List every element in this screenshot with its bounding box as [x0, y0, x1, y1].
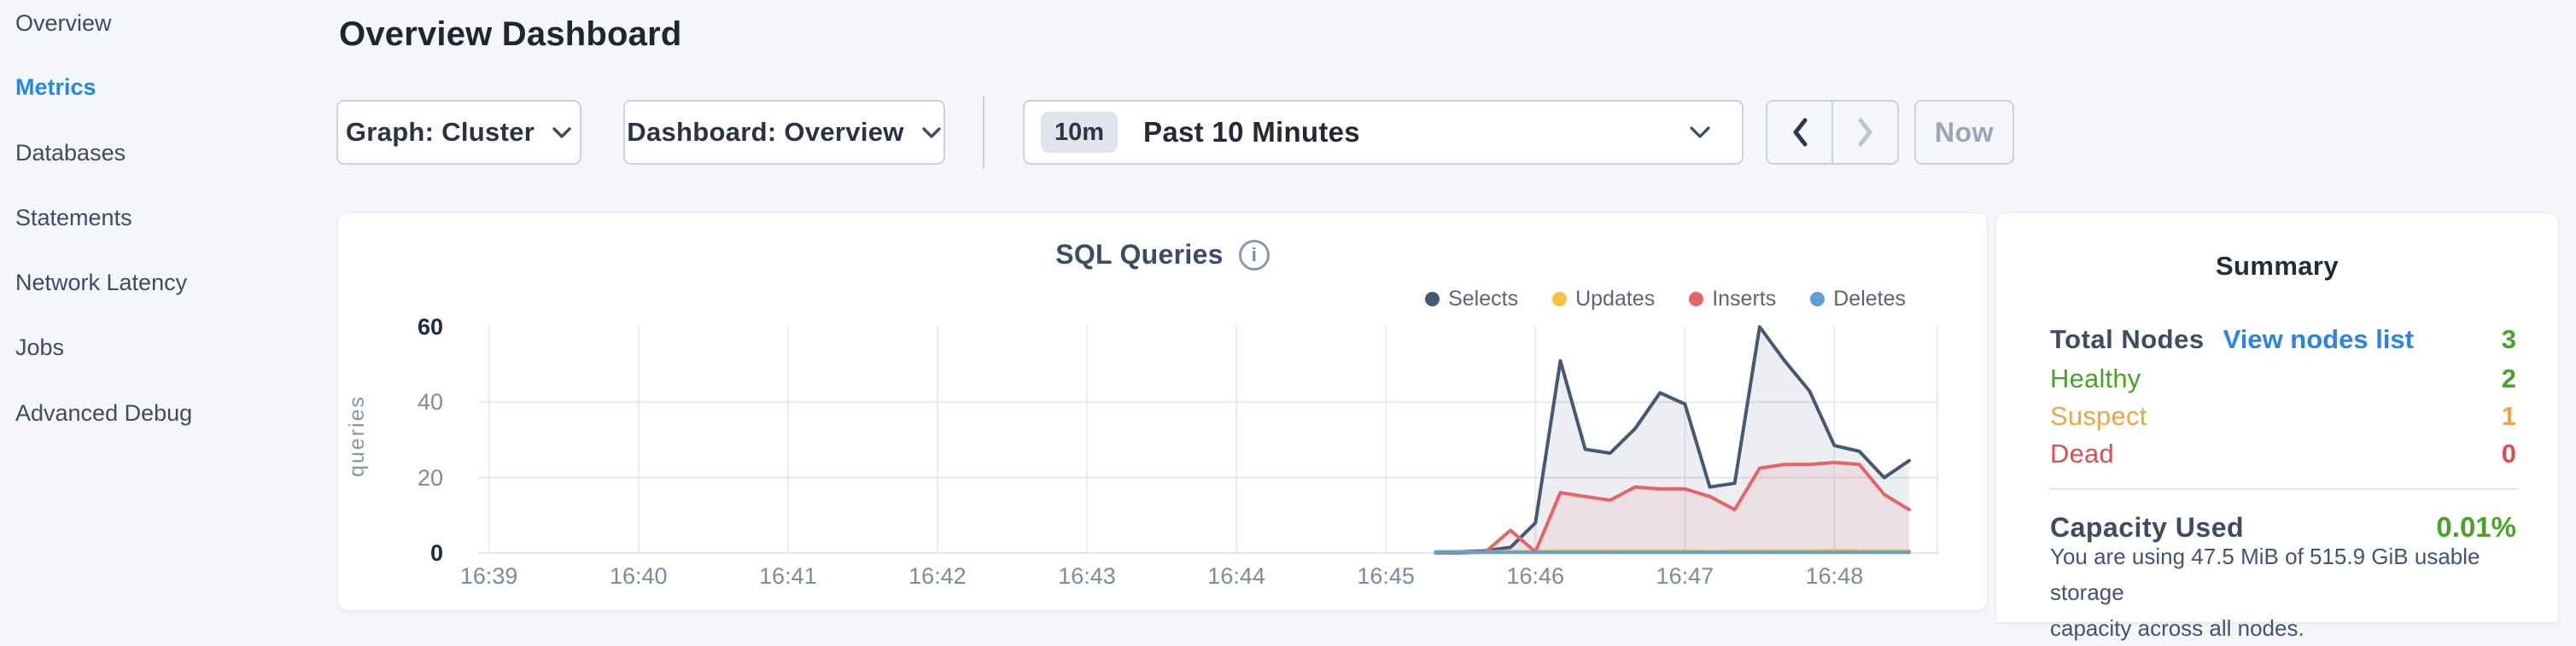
chevron-down-icon: [1690, 126, 1710, 138]
view-nodes-list-link[interactable]: View nodes list: [2223, 324, 2414, 354]
y-tick-label: 0: [429, 540, 443, 566]
time-nav-group: [1766, 100, 1899, 165]
sidebar-item-advanced-debug[interactable]: Advanced Debug: [15, 400, 193, 426]
capacity-used-label: Capacity Used: [2050, 512, 2245, 543]
legend-dot-icon: [1810, 292, 1825, 306]
y-tick-label: 60: [417, 314, 443, 340]
sql-queries-chart-card: SQL Queries i Selects Updates Inserts Delet…: [337, 212, 1988, 611]
info-icon[interactable]: i: [1238, 239, 1270, 271]
chevron-right-icon: [1858, 118, 1872, 147]
x-tick-label: 16:48: [1805, 563, 1864, 589]
x-tick-label: 16:45: [1357, 563, 1415, 589]
controls-divider: [983, 96, 984, 169]
capacity-used-row: Capacity Used 0.01%: [2050, 510, 2516, 544]
now-button[interactable]: Now: [1914, 100, 2014, 165]
x-tick-label: 16:39: [459, 563, 518, 589]
chevron-left-icon: [1793, 118, 1807, 147]
healthy-value: 2: [2501, 364, 2516, 393]
healthy-label: Healthy: [2050, 364, 2141, 393]
chevron-down-icon: [922, 126, 941, 138]
legend-dot-icon: [1552, 292, 1568, 306]
y-tick-label: 20: [417, 464, 443, 491]
legend-label: Deletes: [1833, 287, 1906, 311]
summary-divider: [2048, 488, 2518, 490]
summary-row-dead: Dead 0: [2050, 439, 2516, 469]
chart-plot-area[interactable]: [479, 321, 1939, 556]
chevron-down-icon: [552, 126, 571, 138]
y-tick-label: 40: [417, 389, 443, 416]
suspect-label: Suspect: [2050, 401, 2147, 431]
dashboard-dropdown[interactable]: Dashboard: Overview: [623, 100, 945, 165]
summary-panel: Summary Total Nodes View nodes list 3 Hea…: [1995, 212, 2559, 641]
summary-row-total-nodes: Total Nodes View nodes list 3: [2050, 324, 2516, 355]
time-range-dropdown[interactable]: 10m Past 10 Minutes: [1023, 100, 1744, 165]
capacity-used-value: 0.01%: [2436, 511, 2516, 543]
page-title: Overview Dashboard: [339, 15, 682, 53]
time-range-badge: 10m: [1041, 112, 1119, 153]
capacity-description: You are using 47.5 MiB of 515.9 GiB usab…: [2050, 544, 2480, 641]
x-tick-label: 16:43: [1058, 563, 1116, 589]
summary-title: Summary: [2215, 251, 2339, 281]
time-range-label: Past 10 Minutes: [1143, 116, 1360, 148]
suspect-value: 1: [2501, 401, 2516, 431]
dead-label: Dead: [2050, 439, 2114, 468]
x-tick-label: 16:46: [1506, 563, 1565, 589]
legend-label: Selects: [1448, 287, 1519, 311]
y-axis-title: queries: [345, 395, 369, 477]
x-tick-label: 16:44: [1207, 563, 1265, 589]
legend-item-updates[interactable]: Updates: [1552, 287, 1655, 311]
controls-bar: Graph: Cluster Dashboard: Overview 10m P…: [0, 96, 2576, 169]
legend-label: Updates: [1575, 287, 1656, 311]
time-forward-button[interactable]: [1833, 102, 1897, 163]
legend-item-inserts[interactable]: Inserts: [1689, 287, 1776, 311]
legend-label: Inserts: [1712, 287, 1777, 311]
summary-row-suspect: Suspect 1: [2050, 401, 2516, 432]
dashboard-label: Dashboard: Overview: [627, 117, 904, 147]
x-tick-label: 16:47: [1656, 563, 1714, 589]
x-tick-label: 16:41: [759, 563, 817, 589]
legend-item-selects[interactable]: Selects: [1425, 287, 1518, 311]
chart-title: SQL Queries: [1055, 239, 1224, 270]
graph-scope-dropdown[interactable]: Graph: Cluster: [336, 100, 581, 165]
time-back-button[interactable]: [1767, 102, 1833, 163]
legend-dot-icon: [1689, 292, 1704, 306]
sidebar-item-network-latency[interactable]: Network Latency: [15, 270, 188, 295]
x-tick-label: 16:40: [609, 563, 668, 589]
sidebar-item-overview[interactable]: Overview: [15, 10, 112, 36]
sidebar-item-databases[interactable]: Databases: [15, 140, 126, 166]
chart-title-row: SQL Queries i: [338, 239, 1987, 271]
dead-value: 0: [2501, 439, 2516, 468]
total-nodes-label: Total Nodes: [2050, 324, 2205, 354]
total-nodes-value: 3: [2501, 324, 2516, 354]
sidebar-item-metrics[interactable]: Metrics: [15, 74, 96, 100]
chart-legend: Selects Updates Inserts Deletes: [1425, 287, 1906, 311]
legend-item-deletes[interactable]: Deletes: [1810, 287, 1906, 311]
legend-dot-icon: [1425, 292, 1440, 306]
sidebar: Overview Metrics Databases Statements Ne…: [0, 0, 333, 623]
graph-scope-label: Graph: Cluster: [345, 117, 535, 147]
x-tick-label: 16:42: [908, 563, 967, 589]
sidebar-item-jobs[interactable]: Jobs: [15, 335, 65, 360]
sidebar-item-statements[interactable]: Statements: [15, 205, 132, 230]
summary-row-healthy: Healthy 2: [2050, 364, 2516, 394]
